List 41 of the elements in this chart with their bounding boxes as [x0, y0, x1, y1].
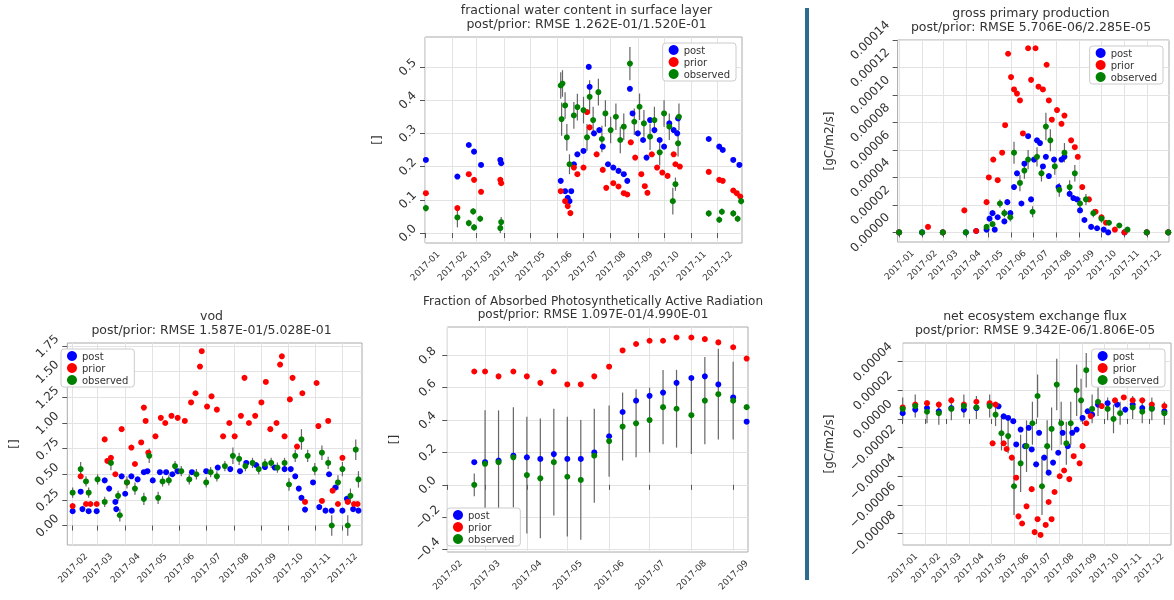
legend-label: observed: [468, 533, 515, 545]
legend-label: post: [468, 509, 490, 521]
y-tick-label: 0.4: [415, 408, 439, 432]
legend-label: observed: [1110, 71, 1157, 83]
y-axis-title: [gC/m2/s]: [822, 414, 836, 474]
legend-label: prior: [683, 56, 708, 68]
y-axis-title: []: [387, 434, 401, 445]
legend-label: post: [1110, 47, 1133, 59]
y-tick-label: 0.4: [395, 88, 420, 112]
chart-subtitle: post/prior: RMSE 1.587E-01/5.028E-01: [91, 322, 332, 337]
chart-title: Fraction of Absorbed Photosynthetically Active Radiation: [423, 294, 763, 308]
y-tick-label: 0.8: [415, 343, 439, 368]
chart-subtitle: post/prior: RMSE 9.342E-06/1.806E-05: [914, 322, 1156, 337]
y-axis-title: [gC/m2/s]: [822, 111, 836, 171]
legend-label: prior: [82, 362, 107, 374]
legend-label: observed: [1112, 374, 1159, 386]
legend-label: prior: [468, 521, 493, 533]
y-tick-label: 0.5: [395, 55, 420, 79]
legend-label: post: [1112, 350, 1135, 362]
y-tick-label: 0.1: [395, 188, 420, 212]
chart-title: fractional water content in surface layer: [460, 2, 714, 17]
chart-subtitle: post/prior: RMSE 1.262E-01/1.520E-01: [466, 16, 707, 31]
chart-title: gross primary production: [952, 5, 1110, 20]
legend-label: post: [82, 350, 104, 362]
legend-label: observed: [82, 374, 129, 386]
y-axis-title: []: [369, 135, 384, 145]
y-tick-label: 0.2: [415, 440, 439, 465]
y-tick-label: 0.0: [395, 221, 420, 245]
y-tick-label: 0.6: [415, 376, 439, 400]
chart-title: net ecosystem exchange flux: [943, 308, 1127, 323]
legend-label: observed: [683, 68, 730, 80]
legend-label: prior: [1110, 59, 1135, 71]
y-tick-label: 0.0: [415, 473, 439, 497]
chart-title: vod: [200, 308, 223, 323]
legend-label: prior: [1112, 362, 1137, 374]
y-axis-title: []: [7, 439, 21, 449]
legend-label: post: [683, 44, 706, 56]
chart-subtitle: post/prior: RMSE 1.097E-01/4.990E-01: [477, 307, 709, 321]
y-tick-label: 0.2: [395, 154, 420, 179]
y-tick-label: 0.3: [395, 121, 420, 146]
chart-subtitle: post/prior: RMSE 5.706E-06/2.285E-05: [910, 19, 1152, 34]
